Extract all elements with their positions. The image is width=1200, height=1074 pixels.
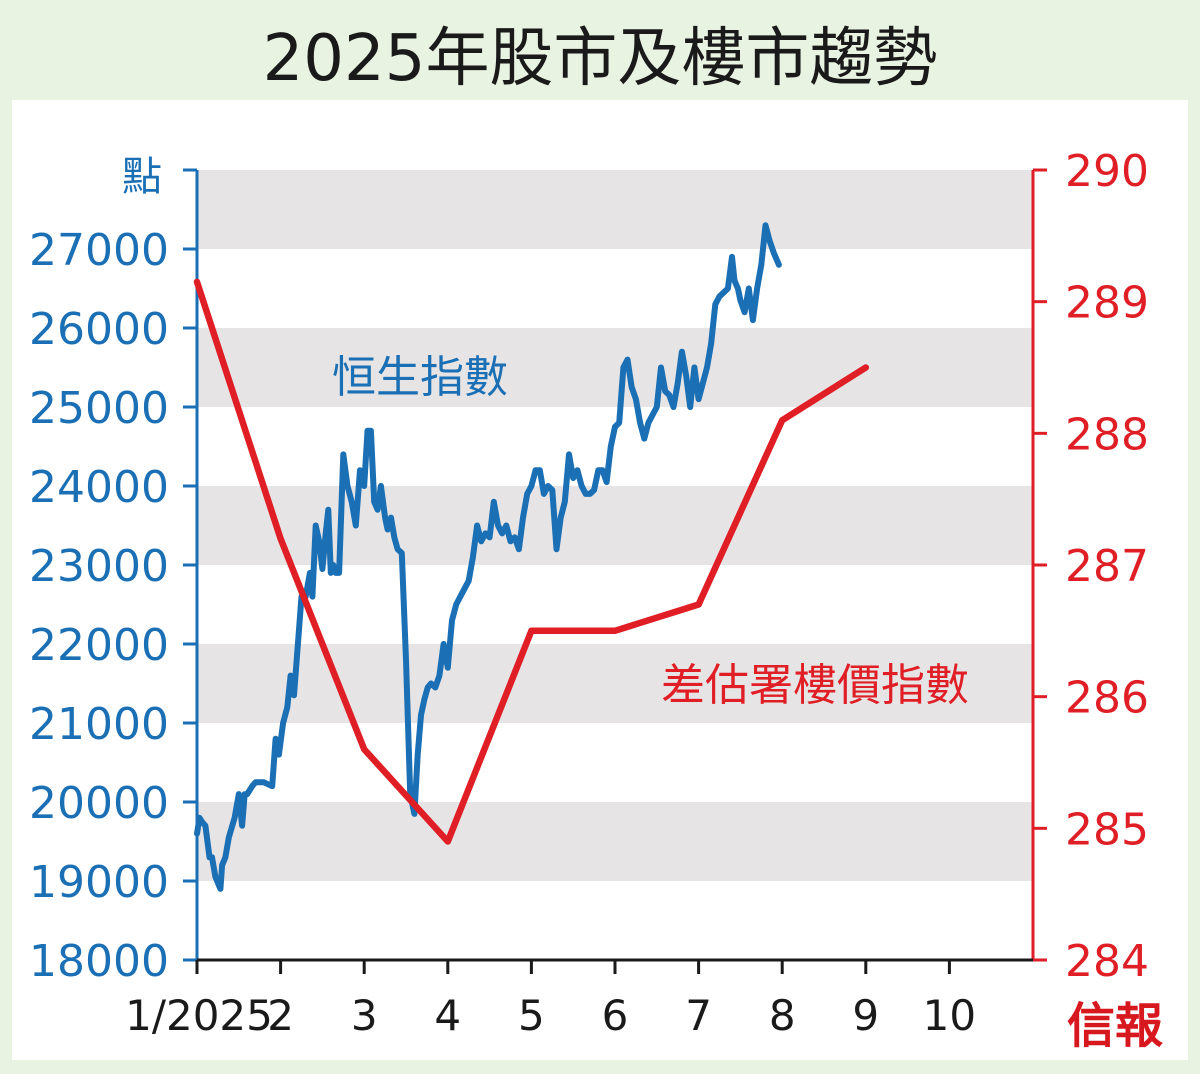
right-axis-ticks: 284 285 286 287 288 289 290 (1033, 146, 1149, 987)
left-tick-label: 20000 (29, 778, 169, 829)
x-tick-label: 6 (602, 991, 629, 1040)
grid-band (197, 486, 1033, 565)
plot-panel (12, 100, 1188, 1060)
x-tick-label: 9 (852, 991, 879, 1040)
left-tick-label: 23000 (29, 541, 169, 592)
left-axis-ticks: 18000 19000 20000 21000 22000 23000 24000 25000… (29, 168, 197, 987)
right-tick-label: 289 (1065, 278, 1149, 329)
x-tick-label: 7 (685, 991, 712, 1040)
chart-title: 2025年股市及樓市趨勢 (263, 22, 938, 96)
x-tick-label: 4 (434, 991, 461, 1040)
left-tick-label: 26000 (29, 304, 169, 355)
left-tick-label: 25000 (29, 383, 169, 434)
left-tick-label: 18000 (29, 936, 169, 987)
series-lines (193, 222, 870, 892)
grid-band (197, 328, 1033, 407)
right-tick-label: 290 (1065, 146, 1149, 197)
x-tick-label: 1/2025 (125, 991, 273, 1040)
right-tick-label: 288 (1065, 409, 1149, 460)
grid-band (197, 802, 1033, 881)
right-tick-label: 287 (1065, 541, 1149, 592)
series-line-hsi (194, 222, 782, 892)
left-axis-unit: 點 (122, 154, 162, 200)
title-background (0, 0, 1200, 95)
x-tick-label: 2 (267, 991, 294, 1040)
x-tick-label: 3 (351, 991, 378, 1040)
grid-band (197, 170, 1033, 249)
left-tick-label: 27000 (29, 225, 169, 276)
left-tick-label: 21000 (29, 699, 169, 750)
watermark-logo: 信報 (1067, 998, 1163, 1054)
x-tick-label: 10 (923, 991, 976, 1040)
left-tick-label: 19000 (29, 857, 169, 908)
series-label-property-index: 差估署樓價指數 (661, 660, 969, 711)
right-tick-label: 286 (1065, 673, 1149, 724)
right-tick-label: 285 (1065, 804, 1149, 855)
series-label-hsi: 恒生指數 (332, 352, 508, 403)
background-bands (197, 170, 1033, 881)
series-line-property-index (193, 278, 870, 845)
x-tick-label: 8 (769, 991, 796, 1040)
right-tick-label: 284 (1065, 936, 1149, 987)
left-tick-label: 24000 (29, 462, 169, 513)
x-tick-label: 5 (518, 991, 545, 1040)
left-tick-label: 22000 (29, 620, 169, 671)
